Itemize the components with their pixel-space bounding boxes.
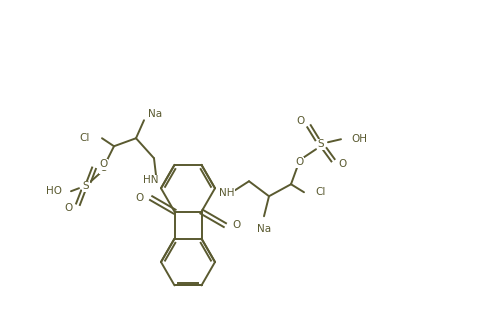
Text: O: O	[99, 159, 107, 169]
Text: OH: OH	[351, 134, 367, 144]
Text: O: O	[295, 157, 303, 167]
Text: O: O	[232, 220, 240, 230]
Text: Cl: Cl	[315, 187, 325, 197]
Text: NH: NH	[219, 188, 235, 198]
Text: O: O	[338, 159, 346, 169]
Text: S: S	[318, 139, 324, 149]
Text: Na: Na	[257, 224, 271, 234]
Text: HN: HN	[143, 175, 159, 185]
Text: O: O	[65, 203, 73, 213]
Text: S: S	[83, 181, 90, 191]
Text: Cl: Cl	[80, 133, 90, 143]
Text: O: O	[100, 163, 108, 173]
Text: O: O	[136, 193, 144, 203]
Text: O: O	[297, 116, 305, 126]
Text: HO: HO	[46, 186, 62, 196]
Text: Na: Na	[148, 109, 162, 119]
